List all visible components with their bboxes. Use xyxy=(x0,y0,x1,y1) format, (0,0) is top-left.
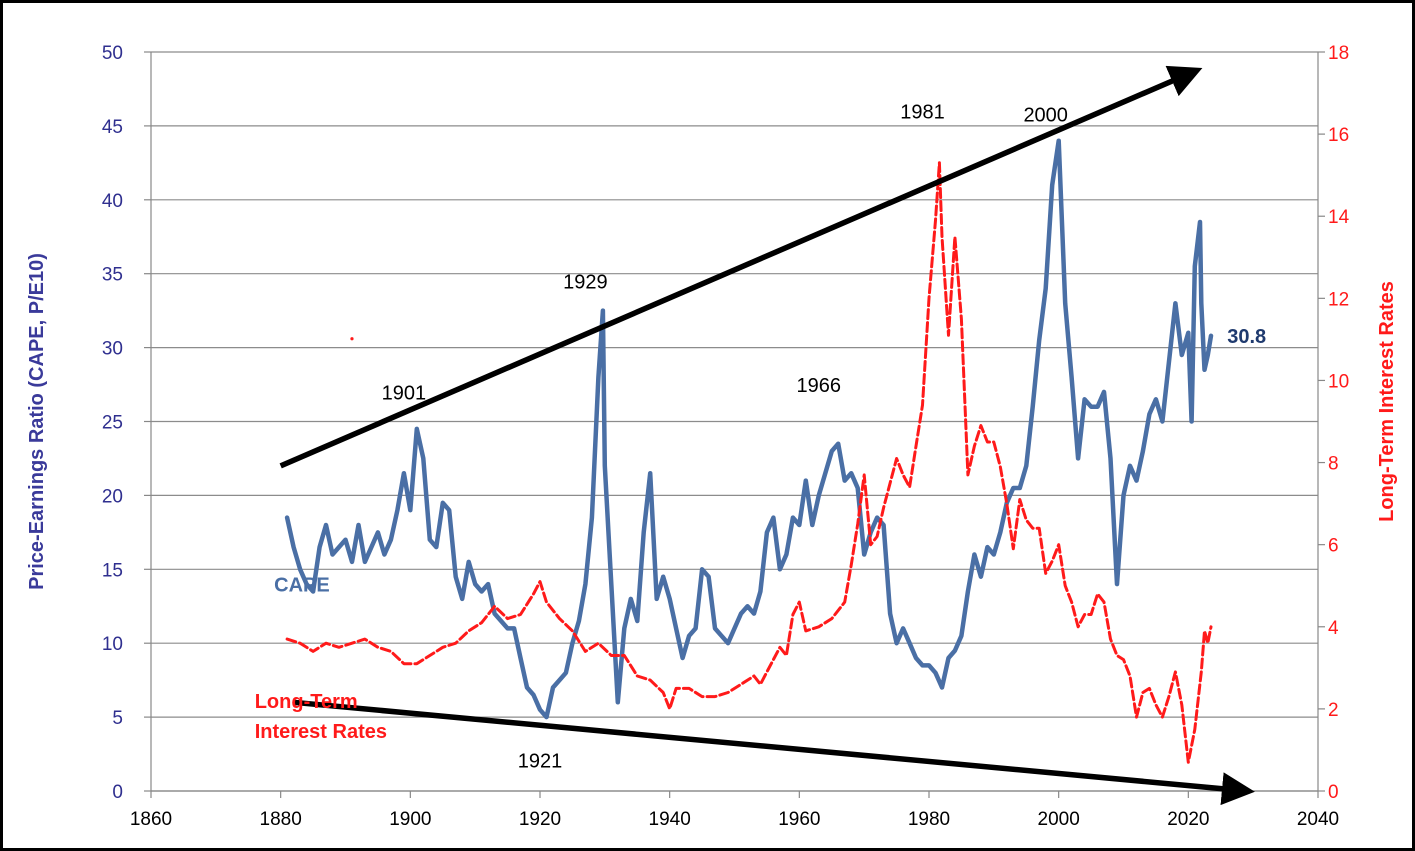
trend-arrow xyxy=(293,699,1255,806)
trend-arrow xyxy=(279,65,1203,469)
gridlines xyxy=(151,51,1318,792)
stray-mark xyxy=(350,337,354,341)
trend-arrows xyxy=(279,65,1255,806)
y-tick-label-left: 45 xyxy=(102,117,123,138)
x-tick-label: 2000 xyxy=(1038,809,1080,830)
x-tick-label: 1900 xyxy=(389,809,431,830)
cape-series-label: CAPE xyxy=(274,574,330,596)
y-tick-label-right: 2 xyxy=(1328,700,1339,721)
x-tick-label: 1980 xyxy=(908,809,950,830)
axes: 0 5 10 15 20 25 30 35 40 45 50 0 2 4 6 8 10 12 14 16 18 1860 1… xyxy=(102,43,1350,830)
annotation-label: 2000 xyxy=(1023,104,1068,126)
x-tick-label: 1860 xyxy=(130,809,172,830)
y-tick-label-right: 0 xyxy=(1328,782,1339,803)
x-tick-label: 1880 xyxy=(260,809,302,830)
cape-interest-rate-chart: 0 5 10 15 20 25 30 35 40 45 50 0 2 4 6 8 10 12 14 16 18 1860 1… xyxy=(26,43,1398,830)
annotation-label: 1981 xyxy=(900,102,945,124)
cape-series-line xyxy=(284,138,1214,720)
y-tick-label-right: 14 xyxy=(1328,207,1350,228)
x-tick-label: 1940 xyxy=(649,809,691,830)
y-tick-label-left: 35 xyxy=(102,265,123,286)
labels-layer: 1901 1929 1966 1981 2000 1921 CAPE Long-Term Int… xyxy=(255,102,1266,773)
y-axis-label-right: Long-Term Interest Rates xyxy=(1376,281,1398,522)
annotation-label: 1929 xyxy=(563,271,608,293)
annotation-label: 1966 xyxy=(797,375,842,397)
y-tick-label-right: 8 xyxy=(1328,454,1339,475)
x-tick-label: 1960 xyxy=(778,809,820,830)
annotation-label: 1901 xyxy=(382,382,427,404)
y-tick-label-right: 6 xyxy=(1328,536,1339,557)
y-tick-label-left: 10 xyxy=(102,634,123,655)
series-layer xyxy=(284,138,1214,764)
interest-rate-series-label: Interest Rates xyxy=(255,721,387,743)
y-tick-label-left: 20 xyxy=(102,486,123,507)
y-tick-label-right: 16 xyxy=(1328,125,1349,146)
y-tick-label-left: 0 xyxy=(112,782,123,803)
interest-rate-series-label: Long-Term xyxy=(255,691,358,713)
y-axis-label-left: Price-Earnings Ratio (CAPE, P/E10) xyxy=(26,253,48,590)
y-tick-label-right: 18 xyxy=(1328,43,1349,64)
y-tick-label-right: 10 xyxy=(1328,371,1349,392)
interest-rate-series-line xyxy=(285,161,1213,764)
x-tick-label: 2040 xyxy=(1297,809,1339,830)
cape-end-value-label: 30.8 xyxy=(1227,326,1266,348)
annotation-label: 1921 xyxy=(518,750,563,772)
y-tick-label-left: 30 xyxy=(102,339,123,360)
y-tick-label-left: 15 xyxy=(102,560,123,581)
y-tick-label-right: 4 xyxy=(1328,618,1339,639)
y-tick-label-left: 25 xyxy=(102,413,123,434)
y-tick-label-left: 40 xyxy=(102,191,123,212)
x-tick-label: 1920 xyxy=(519,809,561,830)
y-tick-label-left: 5 xyxy=(112,708,123,729)
y-tick-label-left: 50 xyxy=(102,43,123,64)
y-tick-label-right: 12 xyxy=(1328,289,1349,310)
x-tick-label: 2020 xyxy=(1167,809,1209,830)
